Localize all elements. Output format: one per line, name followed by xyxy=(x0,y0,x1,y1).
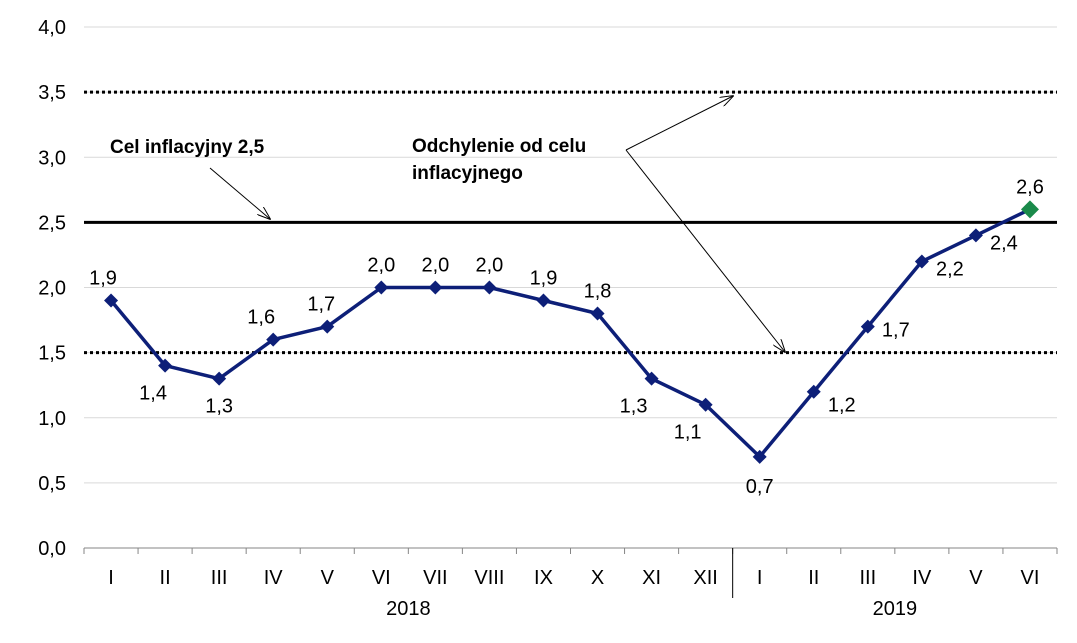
y-tick-label: 4,0 xyxy=(38,17,66,39)
target-annotation-label: Cel inflacyjny 2,5 xyxy=(110,137,265,158)
y-tick-label: 3,5 xyxy=(38,82,66,104)
target-arrow xyxy=(209,167,270,219)
x-tick-label: I xyxy=(108,567,114,589)
data-point-marker xyxy=(914,254,929,269)
x-tick-label: IX xyxy=(534,567,553,589)
data-label: 1,9 xyxy=(530,268,558,290)
data-point-marker xyxy=(158,358,173,373)
x-tick-label: II xyxy=(808,567,819,589)
data-point-marker xyxy=(860,319,875,334)
data-point-marker xyxy=(806,384,821,399)
data-point-marker xyxy=(968,228,983,243)
band-annotation-label-line1: Odchylenie od celu xyxy=(412,136,586,157)
data-label: 2,0 xyxy=(421,255,449,277)
x-tick-label: IV xyxy=(912,567,932,589)
x-tick-labels: I II III IV V VI VII VIII IX X XI XII I II III IV V VI xyxy=(108,567,1039,589)
data-label: 1,7 xyxy=(307,294,335,316)
x-tick-label: III xyxy=(211,567,228,589)
y-tick-labels: 0,0 0,5 1,0 1,5 2,0 2,5 3,0 3,5 4,0 xyxy=(38,17,66,560)
data-label: 1,1 xyxy=(674,422,702,444)
x-tick-label: III xyxy=(859,567,876,589)
data-point-marker xyxy=(320,319,335,334)
x-tick-label: VIII xyxy=(474,567,504,589)
data-label: 2,6 xyxy=(1016,176,1044,198)
band-lower-arrow xyxy=(625,149,785,352)
x-tick-label: VI xyxy=(372,567,391,589)
data-point-marker xyxy=(482,280,497,295)
data-label: 1,6 xyxy=(247,307,275,329)
y-tick-label: 0,0 xyxy=(38,538,66,560)
band-upper-arrow xyxy=(625,96,733,151)
y-tick-label: 0,5 xyxy=(38,473,66,495)
data-point-marker xyxy=(428,280,443,295)
x-tick-label: IV xyxy=(264,567,284,589)
x-tick-label: V xyxy=(321,567,335,589)
data-point-marker xyxy=(536,293,551,308)
data-label: 1,7 xyxy=(882,320,910,342)
reference-lines xyxy=(84,90,1057,355)
year-label: 2019 xyxy=(873,598,918,620)
x-tick-label: VI xyxy=(1021,567,1040,589)
x-tick-label: VII xyxy=(423,567,447,589)
data-label: 2,4 xyxy=(990,232,1018,254)
y-tick-label: 1,0 xyxy=(38,408,66,430)
x-tick-label: V xyxy=(969,567,983,589)
data-label: 1,8 xyxy=(584,281,612,303)
x-tick-label: XI xyxy=(642,567,661,589)
data-point-marker xyxy=(266,332,281,347)
annotations: Cel inflacyjny 2,5 Odchylenie od celu in… xyxy=(110,96,785,352)
x-tick-label: XII xyxy=(693,567,717,589)
y-tick-label: 2,0 xyxy=(38,278,66,300)
data-point-marker xyxy=(644,371,659,386)
data-point-marker xyxy=(104,293,119,308)
x-tick-label: II xyxy=(160,567,171,589)
axes xyxy=(83,547,1058,598)
y-tick-label: 3,0 xyxy=(38,147,66,169)
data-label: 2,0 xyxy=(476,255,504,277)
year-labels: 2018 2019 xyxy=(386,598,917,620)
data-point-marker xyxy=(752,449,767,464)
y-tick-label: 1,5 xyxy=(38,343,66,365)
year-label: 2018 xyxy=(386,598,431,620)
data-point-marker xyxy=(1020,200,1039,219)
x-tick-label: I xyxy=(757,567,763,589)
band-annotation-label-line2: inflacyjnego xyxy=(412,163,523,184)
data-label: 2,2 xyxy=(936,258,964,280)
data-point-marker xyxy=(212,371,227,386)
x-tick-label: X xyxy=(591,567,604,589)
data-label: 1,9 xyxy=(89,268,117,290)
data-label: 0,7 xyxy=(746,476,774,498)
y-tick-label: 2,5 xyxy=(38,212,66,234)
series-line xyxy=(109,207,1031,459)
data-point-marker xyxy=(374,280,389,295)
data-label: 1,3 xyxy=(620,396,648,418)
data-point-marker xyxy=(590,306,605,321)
data-label: 2,0 xyxy=(367,255,395,277)
data-labels: 1,9 1,4 1,3 1,6 1,7 2,0 2,0 2,0 1,9 1,8 1,3 1,1 0,7 1… xyxy=(89,176,1044,497)
data-point-marker xyxy=(698,397,713,412)
series-group xyxy=(104,200,1039,464)
data-label: 1,2 xyxy=(828,395,856,417)
data-label: 1,4 xyxy=(139,383,167,405)
data-label: 1,3 xyxy=(205,396,233,418)
